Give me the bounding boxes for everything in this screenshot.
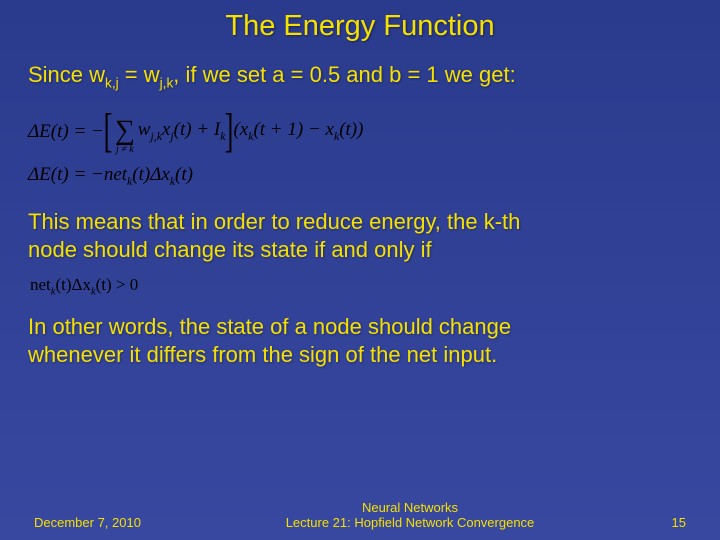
slide: The Energy Function Since wk,j = wj,k, i… [0,0,720,540]
intro-post: , if we set a = 0.5 and b = 1 we get: [173,62,515,87]
slide-title: The Energy Function [28,10,692,43]
footer-center: Neural Networks Lecture 21: Hopfield Net… [194,500,626,530]
equation-2: ΔE(t) = −netk(t)Δxk(t) [28,165,692,188]
bracket-close-1: ] [225,107,234,155]
footer-date: December 7, 2010 [34,515,194,530]
eq1-t1s: j,k [150,130,161,143]
footer-center-1: Neural Networks [194,500,626,515]
para2-line2: node should change its state if and only… [28,236,692,264]
paragraph-2: This means that in order to reduce energ… [28,208,692,263]
eq3-b: (t)Δx [55,275,90,294]
eq3-c: (t) > 0 [96,275,139,294]
para2-line1: This means that in order to reduce energ… [28,208,692,236]
eq1-t1c: (t) + I [174,119,221,140]
eq2-post: (t) [175,164,193,185]
equation-1-row: ΔE(t) = − [ ∑ j ≠ k wj,kxj(t) + Ik ] (xk… [28,105,692,157]
sigma-symbol: ∑ [115,117,135,145]
equation-1: ΔE(t) = − [ ∑ j ≠ k wj,kxj(t) + Ik ] (xk… [28,105,692,157]
footer-center-2: Lecture 21: Hopfield Network Convergence [194,515,626,530]
eq1-t2c: (t)) [339,119,363,140]
eq1-term2: (xk(t + 1) − xk(t)) [233,120,363,143]
slide-footer: December 7, 2010 Neural Networks Lecture… [0,500,720,530]
intro-mid1: = w [119,62,160,87]
para3-line1: In other words, the state of a node shou… [28,313,692,341]
para3-line2: whenever it differs from the sign of the… [28,341,692,369]
intro-pre: Since w [28,62,105,87]
eq1-lhs: ΔE(t) = − [28,122,104,141]
eq1-t2b: (t + 1) − x [253,119,334,140]
intro-line: Since wk,j = wj,k, if we set a = 0.5 and… [28,61,692,91]
eq1-term1: wj,kxj(t) + Ik [138,120,226,143]
eq1-t1a: w [138,119,151,140]
intro-sub2: j,k [160,75,174,90]
eq2-mid: (t)Δx [132,164,170,185]
sum-bottom: j ≠ k [116,145,134,155]
bracket-open-1: [ [103,107,112,155]
intro-sub1: k,j [105,75,119,90]
summation-icon: ∑ j ≠ k [115,107,135,155]
eq1-t2a: (x [233,119,248,140]
footer-page-number: 15 [626,515,686,530]
paragraph-3: In other words, the state of a node shou… [28,313,692,368]
eq3-a: net [30,275,51,294]
eq2-lhs: ΔE(t) = −net [28,164,127,185]
equation-3: netk(t)Δxk(t) > 0 [30,275,692,297]
